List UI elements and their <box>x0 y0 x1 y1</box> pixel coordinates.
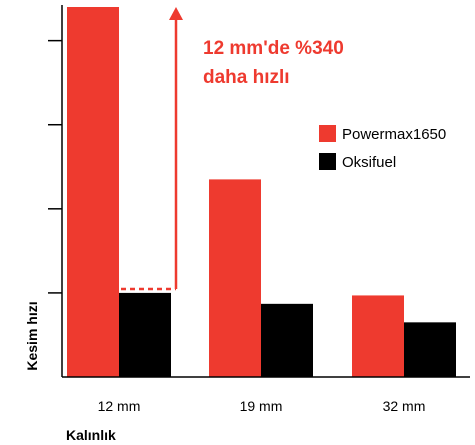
legend-swatch-oksifuel <box>319 153 336 170</box>
x-axis-title: Kalınlık <box>66 427 116 443</box>
bar-powermax1650-19-mm <box>209 179 261 377</box>
x-tick-labels: 12 mm 19 mm 32 mm <box>98 398 426 414</box>
x-tick-label-32-mm: 32 mm <box>383 398 426 414</box>
bars-layer <box>67 7 456 377</box>
annotation-text-line-1: 12 mm'de %340 <box>203 38 344 59</box>
annotation: 12 mm'de %340 daha hızlı <box>121 7 344 291</box>
bar-powermax1650-12-mm <box>67 7 119 377</box>
y-ticks <box>48 39 62 294</box>
bar-powermax1650-32-mm <box>352 295 404 377</box>
annotation-arrow-head <box>169 7 183 20</box>
legend-label-oksifuel: Oksifuel <box>342 154 396 171</box>
annotation-text-line-2: daha hızlı <box>203 67 290 88</box>
legend-label-powermax1650: Powermax1650 <box>342 126 446 143</box>
legend-swatch-powermax1650 <box>319 125 336 142</box>
x-tick-label-19-mm: 19 mm <box>240 398 283 414</box>
bar-oksifuel-12-mm <box>119 292 171 377</box>
y-axis-title: Kesim hızı <box>24 301 40 370</box>
legend: Powermax1650 Oksifuel <box>319 125 446 171</box>
x-tick-label-12-mm: 12 mm <box>98 398 141 414</box>
bar-oksifuel-19-mm <box>261 303 313 377</box>
bar-oksifuel-32-mm <box>404 322 456 377</box>
